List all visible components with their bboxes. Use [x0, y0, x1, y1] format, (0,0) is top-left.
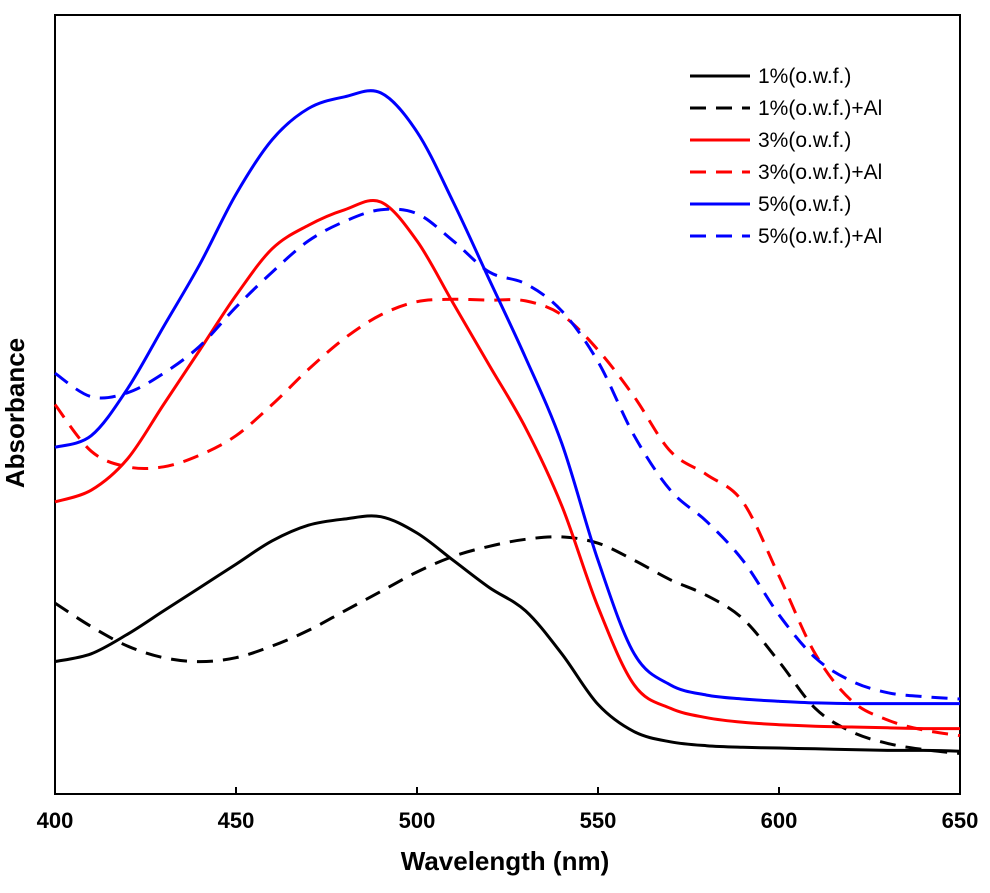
legend-label: 1%(o.w.f.)+Al — [758, 97, 882, 120]
legend-label: 3%(o.w.f.) — [758, 129, 851, 152]
x-tick-label: 450 — [218, 808, 255, 833]
x-tick-label: 550 — [580, 808, 617, 833]
series-line-1 — [54, 514, 961, 753]
series-line-2 — [54, 535, 961, 755]
axis-ticks: 400 450 500 550 600 650 — [37, 787, 979, 833]
legend-label: 3%(o.w.f.)+Al — [758, 161, 882, 184]
series-line-6 — [54, 207, 961, 701]
y-axis-title: Absorbance — [0, 338, 30, 488]
legend-label: 1%(o.w.f.) — [758, 65, 851, 88]
legend-label: 5%(o.w.f.)+Al — [758, 225, 882, 248]
x-tick-label: 500 — [399, 808, 436, 833]
x-tick-label: 650 — [942, 808, 979, 833]
x-axis-title: Wavelength (nm) — [401, 846, 609, 876]
legend-label: 5%(o.w.f.) — [758, 193, 851, 216]
series-line-5 — [54, 89, 960, 706]
series-lines — [53, 89, 961, 755]
x-tick-label: 400 — [37, 808, 74, 833]
legend: 1%(o.w.f.) 1%(o.w.f.)+Al 3%(o.w.f.) 3%(o.w.… — [690, 65, 882, 248]
x-tick-label: 600 — [761, 808, 798, 833]
